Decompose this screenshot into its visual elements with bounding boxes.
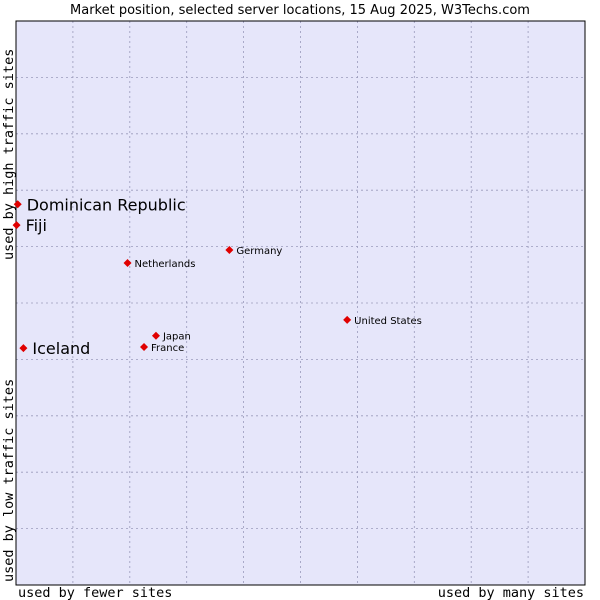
point-label: Germany <box>236 246 282 257</box>
point-france: France <box>140 342 184 354</box>
point-fiji: Fiji <box>12 216 47 235</box>
point-marker <box>19 344 28 353</box>
point-iceland: Iceland <box>19 339 90 358</box>
point-marker <box>151 331 160 340</box>
point-marker <box>12 221 21 230</box>
y-axis-label-low: used by low traffic sites <box>1 379 17 582</box>
y-axis-label-high: used by high traffic sites <box>1 49 17 260</box>
point-marker <box>225 245 234 254</box>
point-germany: Germany <box>225 245 282 257</box>
point-united-states: United States <box>343 315 422 327</box>
point-netherlands: Netherlands <box>123 258 196 270</box>
point-label: Iceland <box>32 339 90 358</box>
point-marker <box>123 258 132 267</box>
point-label: France <box>151 343 184 354</box>
chart-title: Market position, selected server locatio… <box>70 3 530 18</box>
point-label: United States <box>354 316 422 327</box>
point-marker <box>13 200 22 209</box>
point-label: Netherlands <box>135 259 196 270</box>
grid-lines <box>16 21 585 585</box>
data-points: Dominican Republic Fiji Germany Netherlands… <box>12 195 422 358</box>
x-axis-label-low: used by fewer sites <box>18 585 172 600</box>
point-label: Japan <box>162 332 191 343</box>
point-marker <box>343 315 352 324</box>
point-label: Fiji <box>26 216 47 235</box>
point-label: Dominican Republic <box>27 195 186 214</box>
x-axis-label-high: used by many sites <box>438 585 584 600</box>
plot-frame <box>15 20 586 586</box>
point-dominican-republic: Dominican Republic <box>13 195 186 214</box>
point-marker <box>140 342 149 351</box>
point-japan: Japan <box>151 331 191 343</box>
